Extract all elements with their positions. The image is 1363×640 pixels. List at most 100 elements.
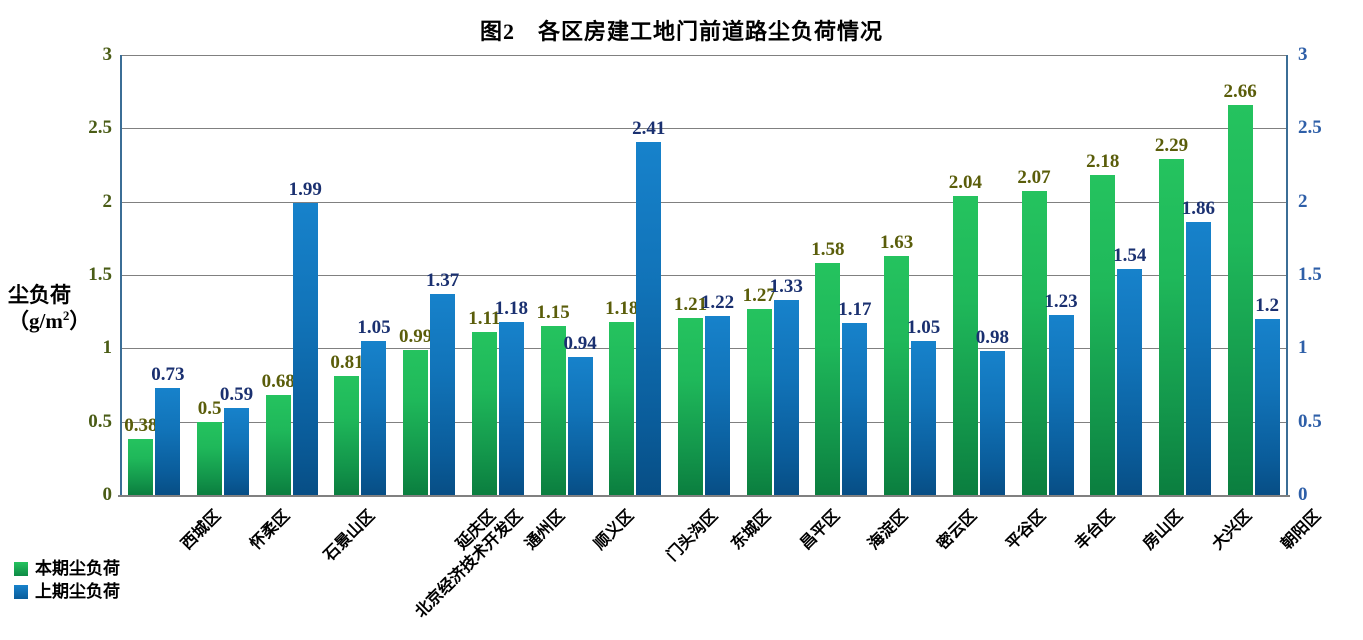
bar-current[interactable] [609,321,635,495]
x-tick-label: 海淀区 [865,507,912,554]
bar-value-label-current: 2.18 [1086,151,1120,173]
bar-group: 1.27 1.33 [738,55,807,495]
bar-value-label-current: 0.38 [124,415,158,437]
bar-value-label-previous: 0.94 [563,333,597,355]
bar-previous[interactable] [430,294,456,495]
legend-label-current: 本期尘负荷 [35,559,120,578]
bar-previous[interactable] [704,316,730,495]
bar-group: 1.58 1.17 [807,55,876,495]
bar-value-label-current: 1.63 [879,231,914,253]
bar-current[interactable] [471,332,497,495]
bar-current[interactable] [197,421,223,495]
bar-value-label-current: 2.04 [948,171,982,193]
bar-previous[interactable] [567,357,593,495]
x-tick-label: 平谷区 [1003,507,1050,554]
chart-title: 图2 各区房建工地门前道路尘负荷情况 [479,19,883,44]
y-tick-label-left: 1 [102,337,113,359]
bar-value-label-previous: 1.54 [1113,245,1147,267]
gridline [122,201,1286,203]
bar-value-label-previous: 1.05 [906,317,941,338]
x-tick-label: 密云区 [934,507,981,554]
y-axis-title: 尘负荷 （g/m2） [8,282,120,335]
bar-value-label-previous: 1.22 [700,292,735,314]
x-axis-line [118,495,1290,497]
x-tick-label: 丰台区 [1071,507,1118,554]
bar-previous[interactable] [1254,319,1280,495]
legend-swatch-current-icon [14,561,28,576]
bar-current[interactable] [815,263,841,495]
bar-group: 2.29 1.86 [1151,55,1220,495]
y-axis-title-line2: （g/m2） [8,308,91,334]
bar-current[interactable] [128,439,154,495]
y-tick-label-right: 3 [1298,44,1308,65]
y-tick-label-left: 1.5 [88,264,112,285]
bar-current[interactable] [334,376,360,495]
bar-current[interactable] [1227,104,1253,495]
bar-previous[interactable] [636,141,662,495]
x-tick-label: 朝阳区 [1277,507,1324,554]
bar-current[interactable] [265,395,291,495]
bar-current[interactable] [677,317,703,495]
bar-value-label-previous: 1.18 [494,297,528,319]
bar-current[interactable] [403,349,429,495]
bar-previous[interactable] [1185,222,1211,495]
gridline [122,55,1286,56]
bar-previous[interactable] [361,341,387,495]
bar-value-label-previous: 1.33 [769,275,803,297]
legend-item-current: 本期尘负荷 [14,560,120,577]
bar-group: 2.66 1.2 [1219,55,1288,495]
bar-value-label-previous: 1.23 [1044,290,1078,312]
gridline [122,275,1286,276]
bar-previous[interactable] [1117,269,1143,495]
x-tick-label: 大兴区 [1209,507,1256,554]
bar-current[interactable] [1158,159,1184,495]
bar-value-label-current: 1.21 [673,293,708,315]
gridline [122,128,1286,130]
bar-value-label-current: 0.68 [261,371,295,393]
bar-current[interactable] [746,308,772,495]
bar-previous[interactable] [1048,314,1074,495]
y-tick-label-right: 1 [1298,337,1308,359]
bar-value-label-current: 1.11 [468,308,501,330]
bar-group: 1.11 1.18 [464,55,533,495]
bar-previous[interactable] [842,323,868,495]
bar-previous[interactable] [292,203,318,495]
bar-previous[interactable] [911,341,937,495]
plot-area [120,55,1288,495]
legend-swatch-previous-icon [14,584,28,599]
bar-value-label-previous: 1.86 [1181,198,1216,220]
y-tick-label-right: 2 [1298,190,1308,212]
bar-current[interactable] [540,326,566,495]
bar-current[interactable] [884,255,910,495]
bar-value-label-previous: 2.41 [632,117,666,139]
bar-value-label-previous: 0.98 [975,327,1009,349]
bar-value-label-current: 0.99 [399,325,433,347]
bar-previous[interactable] [224,408,250,495]
bar-value-label-current: 1.15 [536,302,570,324]
legend-label-previous: 上期尘负荷 [35,582,120,601]
bar-value-label-current: 1.18 [605,297,639,319]
y-axis-title-line1: 尘负荷 [8,283,71,307]
bar-value-label-previous: 1.99 [288,179,322,201]
y-tick-label-left: 0.5 [88,410,112,432]
bar-value-label-previous: 1.37 [426,270,460,292]
bar-group: 1.21 1.22 [670,55,739,495]
bar-value-label-current: 0.5 [197,397,222,419]
bar-current[interactable] [1090,175,1116,495]
bar-current[interactable] [952,195,978,495]
x-tick-label: 通州区 [522,507,569,554]
bar-group: 0.5 0.59 [189,55,258,495]
bar-value-label-current: 1.27 [742,284,776,306]
bar-previous[interactable] [155,387,181,495]
x-tick-label: 顺义区 [590,507,637,554]
bar-group: 1.15 0.94 [532,55,601,495]
bar-value-label-current: 2.29 [1154,135,1189,157]
bar-previous[interactable] [498,321,524,495]
bar-group: 1.18 2.41 [601,55,670,495]
gridline [122,348,1286,350]
bar-previous[interactable] [979,351,1005,495]
bar-value-label-previous: 0.59 [219,384,254,406]
bar-previous[interactable] [773,299,799,495]
bar-current[interactable] [1021,191,1047,495]
